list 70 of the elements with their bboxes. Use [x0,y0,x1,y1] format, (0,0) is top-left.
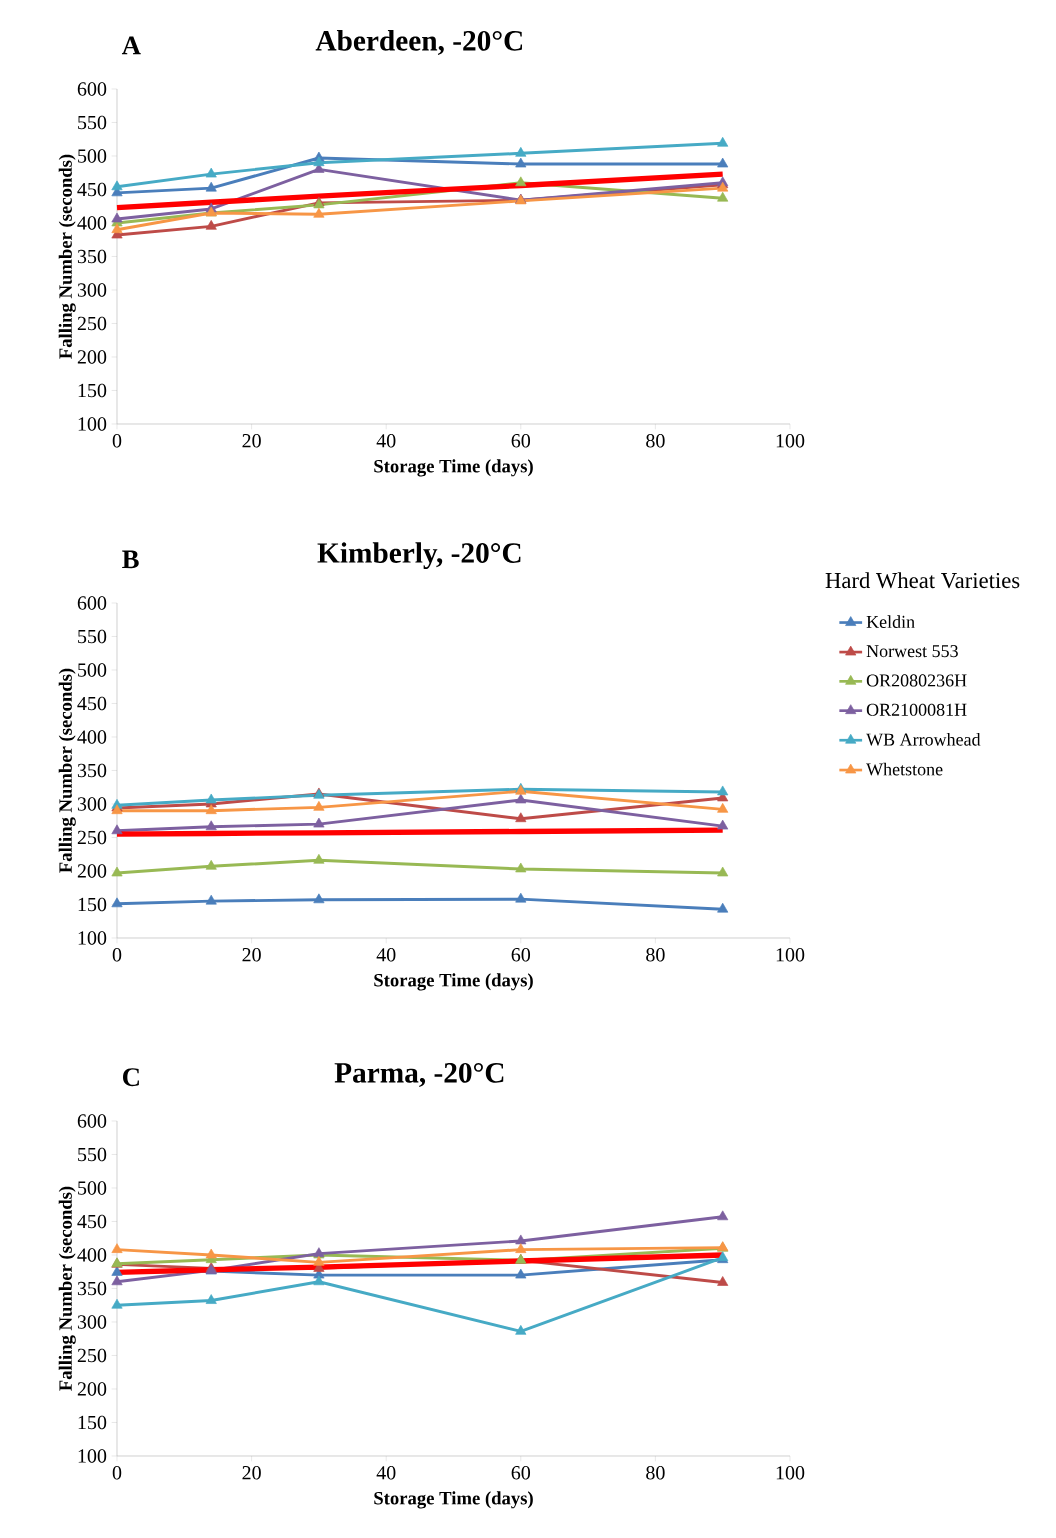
text: C [123,1068,139,1087]
x-tick-label: 60 [511,948,531,962]
y-tick-label: 600 [77,596,107,610]
y-tick-label: 100 [78,417,107,431]
y-tick-label: 400 [77,216,107,230]
y-tick-label: 300 [77,797,107,811]
x-tick-label: 80 [646,1466,665,1480]
y-axis-title: Falling Number (seconds) [58,1186,76,1391]
y-tick-label: 250 [77,316,107,331]
x-tick-label: 40 [376,948,396,962]
y-tick-label: 150 [78,897,107,912]
legend-title: Hard Wheat Varieties [825,572,1020,589]
y-tick-label: 400 [77,730,107,744]
y-tick-label: 450 [77,1214,107,1229]
y-tick-label: 250 [77,830,107,845]
y-tick-label: 450 [77,182,107,197]
x-tick-label: 100 [776,434,805,448]
text: B [122,550,139,569]
y-tick-label: 350 [77,1281,107,1296]
x-axis-title: Storage Time (days) [374,459,533,477]
x-tick-label: 0 [112,1466,122,1480]
y-tick-label: 500 [78,1181,107,1195]
y-tick-label: 450 [77,696,107,711]
y-tick-label: 350 [77,763,107,778]
y-tick-label: 550 [78,115,107,130]
y-axis-title: Falling Number (seconds) [58,668,76,873]
x-tick-label: 0 [112,434,122,448]
x-tick-label: 20 [242,948,261,962]
y-tick-label: 300 [77,283,107,297]
legend-label: OR2080236H [866,674,967,687]
y-tick-label: 200 [77,350,107,364]
chart-title: Kimberly, -20°C [317,542,521,569]
text: A [121,36,141,55]
legend-label: WB Arrowhead [866,732,981,746]
x-tick-label: 80 [646,434,665,448]
legend-label: OR2100081H [866,703,967,716]
y-tick-label: 600 [77,1114,107,1128]
y-tick-label: 100 [78,931,107,945]
x-tick-label: 0 [112,948,122,962]
y-tick-label: 550 [78,629,107,644]
y-tick-label: 200 [77,864,107,878]
x-tick-label: 60 [511,1466,531,1480]
chart-title: Parma, -20°C [334,1062,504,1087]
y-tick-label: 150 [78,383,107,398]
x-tick-label: 100 [776,948,805,962]
x-tick-label: 20 [242,434,261,448]
y-tick-label: 400 [77,1248,107,1262]
y-tick-label: 250 [77,1348,107,1363]
x-tick-label: 20 [242,1466,261,1480]
x-tick-label: 40 [376,1466,396,1480]
x-tick-label: 40 [376,434,396,448]
y-axis-title: Falling Number (seconds) [58,154,76,359]
y-tick-label: 100 [78,1449,107,1463]
y-tick-label: 600 [77,82,107,96]
legend-label: Norwest 553 [866,645,958,658]
y-tick-label: 500 [78,149,107,163]
legend-label: Keldin [866,615,915,628]
y-tick-label: 550 [78,1147,107,1162]
y-tick-label: 300 [77,1315,107,1329]
chart-title: Aberdeen, -20°C [315,30,523,55]
y-tick-label: 150 [78,1415,107,1430]
x-tick-label: 60 [511,434,531,448]
y-tick-label: 500 [78,663,107,677]
x-axis-title: Storage Time (days) [374,973,533,991]
legend-label: Whetstone [866,762,943,776]
x-tick-label: 80 [646,948,665,962]
x-axis-title: Storage Time (days) [374,1491,533,1509]
x-tick-label: 100 [776,1466,805,1480]
y-tick-label: 350 [77,249,107,264]
y-tick-label: 200 [77,1382,107,1396]
